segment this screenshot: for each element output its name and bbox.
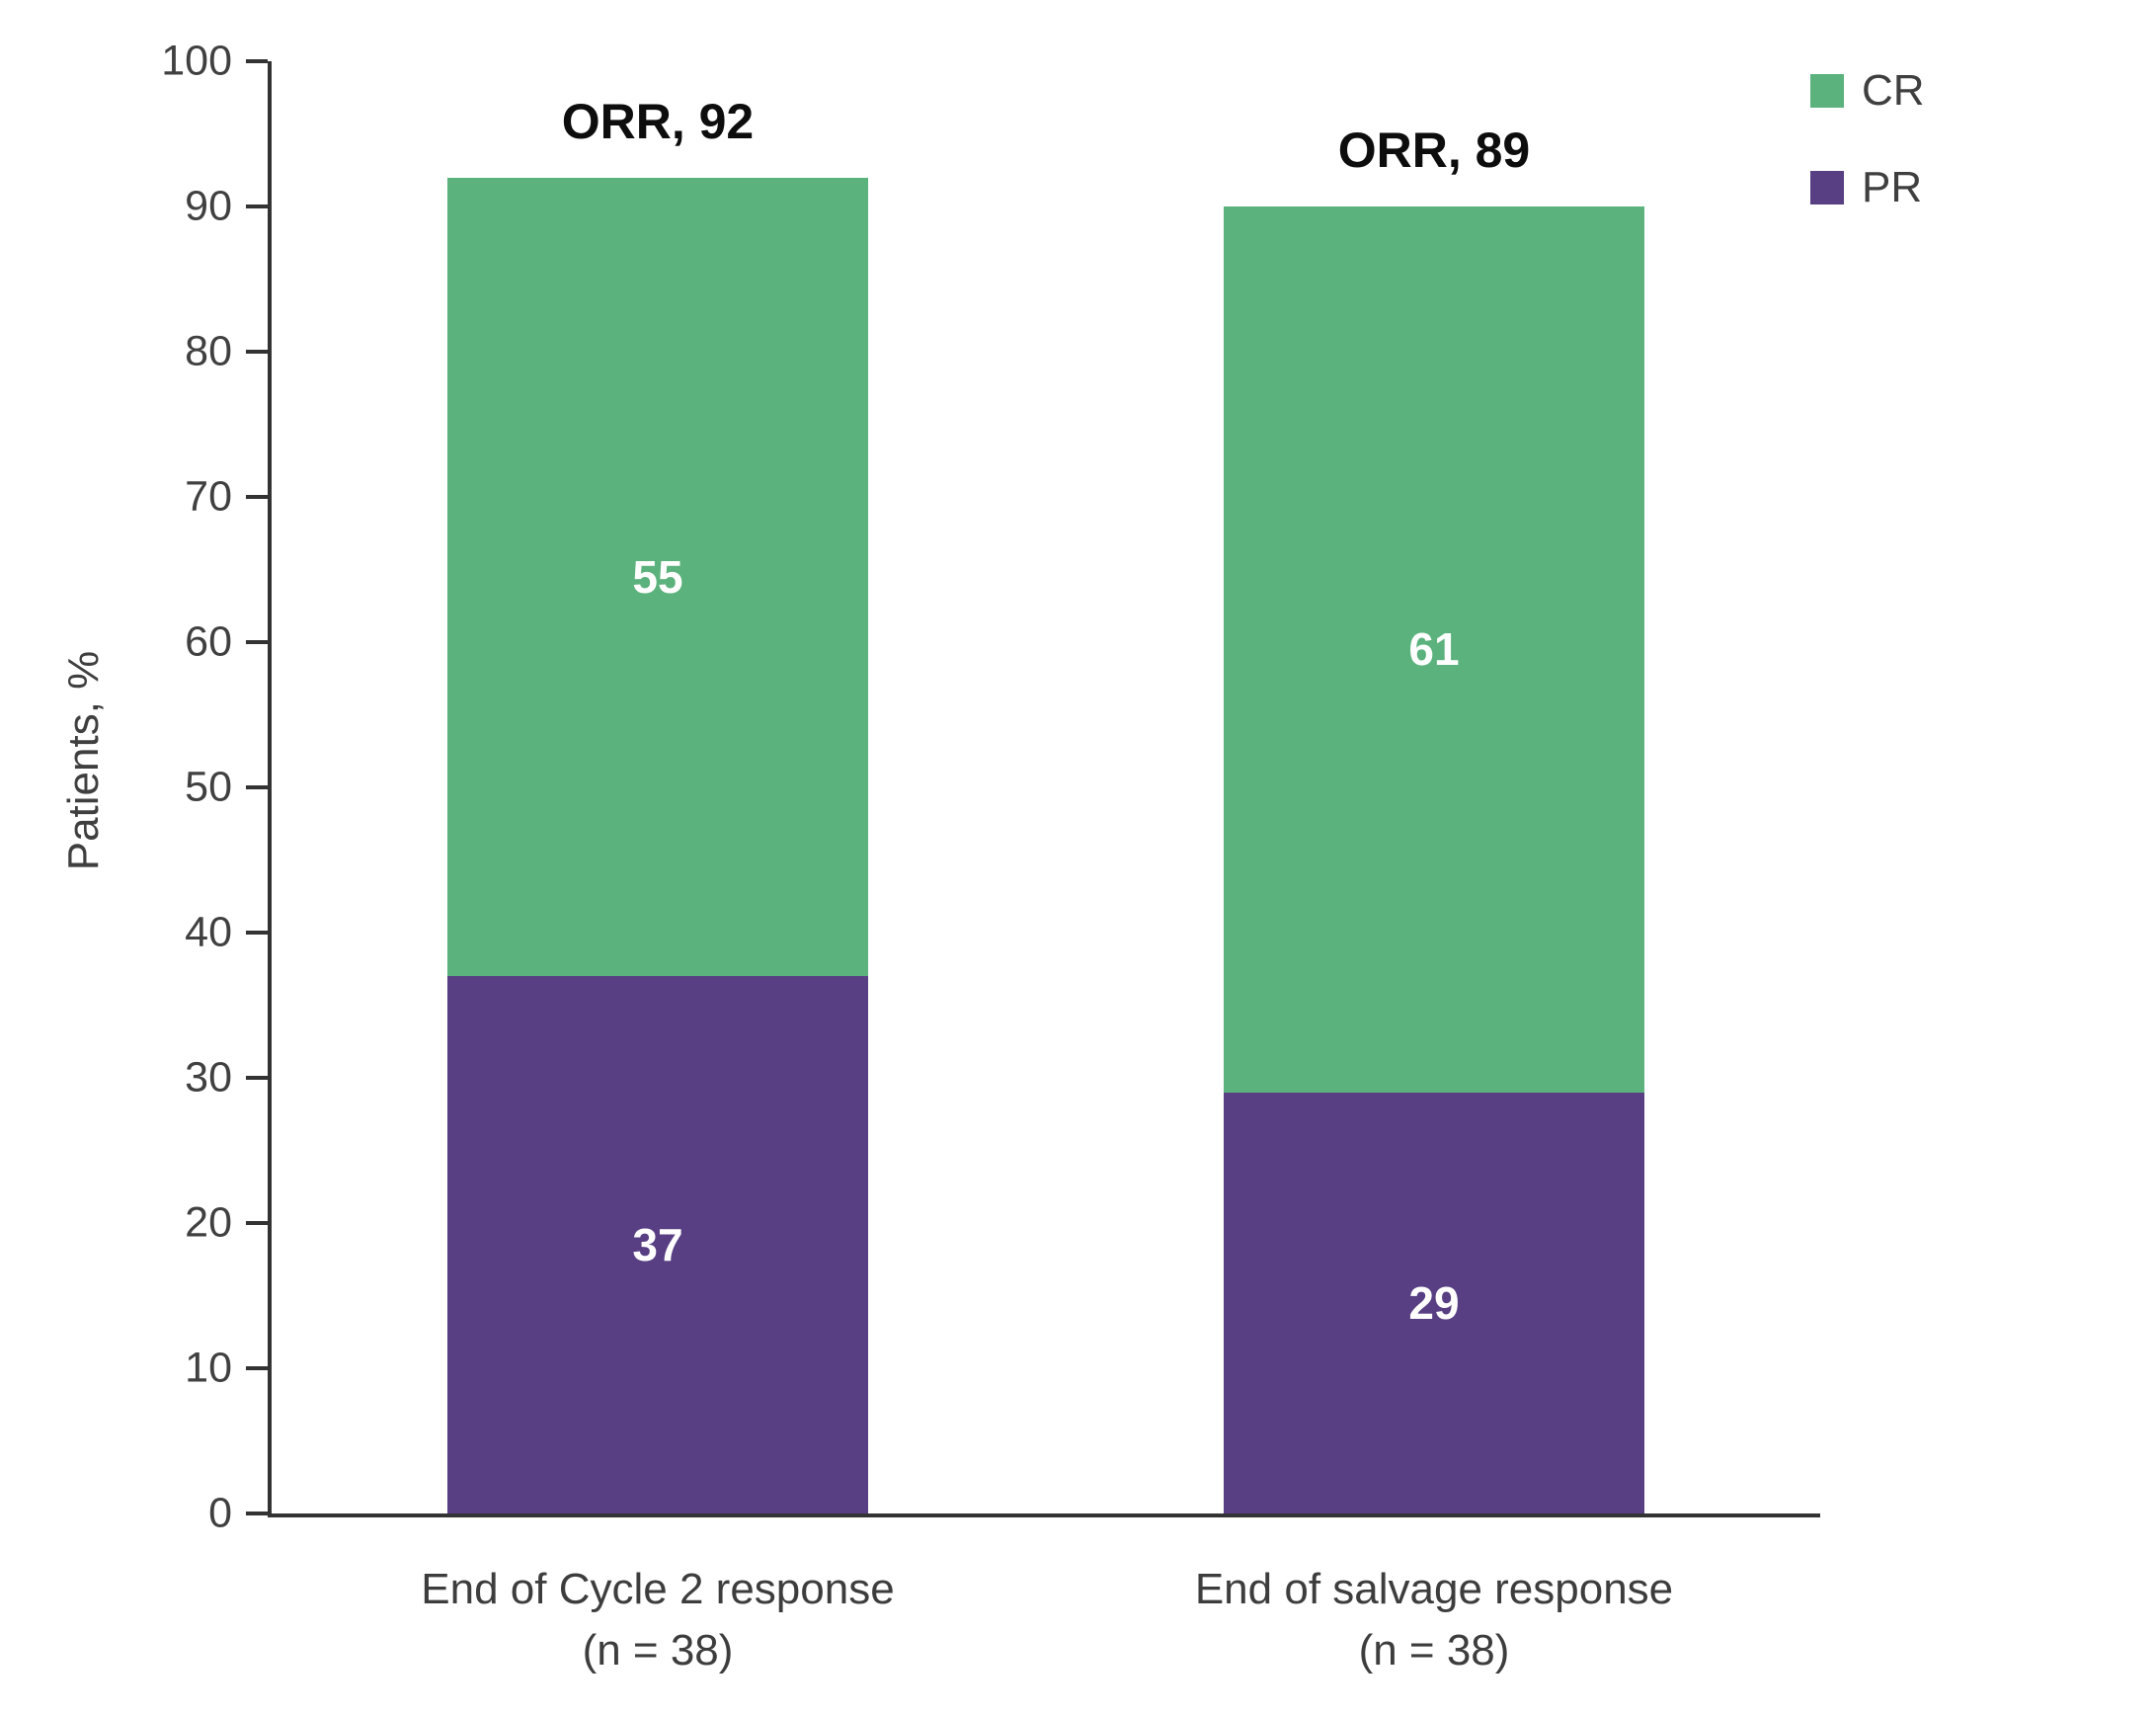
bar-group: 29 61 — [1224, 206, 1644, 1513]
legend-item-cr: CR — [1810, 69, 1925, 113]
y-axis-title: Patients, % — [59, 650, 108, 871]
y-tick — [246, 204, 268, 208]
bar-segment-pr: 37 — [447, 976, 868, 1513]
y-tick — [246, 1076, 268, 1080]
y-tick — [246, 640, 268, 644]
y-tick-label: 50 — [185, 763, 232, 811]
y-tick-label: 70 — [185, 472, 232, 521]
legend-item-pr: PR — [1810, 166, 1925, 209]
y-tick — [246, 785, 268, 789]
y-tick-label: 10 — [185, 1344, 232, 1392]
category-label-line1: End of Cycle 2 response — [421, 1565, 895, 1613]
category-label: End of Cycle 2 response (n = 38) — [312, 1559, 1003, 1682]
legend-label: PR — [1862, 163, 1923, 211]
bar-value-label: 37 — [632, 1219, 683, 1271]
category-label-line2: (n = 38) — [582, 1626, 734, 1675]
y-tick-label: 80 — [185, 327, 232, 375]
bar-segment-cr: 55 — [447, 177, 868, 977]
legend-label: CR — [1862, 66, 1925, 115]
y-tick-label: 40 — [185, 908, 232, 956]
bar-value-label: 55 — [632, 550, 683, 603]
bar-segment-cr: 61 — [1224, 206, 1644, 1093]
y-tick-label: 20 — [185, 1198, 232, 1247]
legend: CR PR — [1810, 69, 1925, 209]
y-tick-label: 60 — [185, 617, 232, 666]
y-tick — [246, 59, 268, 63]
legend-swatch-cr — [1810, 74, 1844, 108]
bar-value-label: 29 — [1408, 1276, 1460, 1329]
y-tick — [246, 350, 268, 354]
y-tick-label: 100 — [161, 37, 232, 85]
category-label-line1: End of salvage response — [1194, 1565, 1674, 1613]
category-label-line2: (n = 38) — [1358, 1626, 1510, 1675]
legend-swatch-pr — [1810, 171, 1844, 204]
y-tick — [246, 931, 268, 935]
bar-value-label: 61 — [1408, 623, 1460, 676]
y-tick — [246, 495, 268, 499]
bar-segment-pr: 29 — [1224, 1092, 1644, 1513]
bar-group: 37 55 — [447, 177, 868, 1513]
orr-annotation: ORR, 92 — [561, 93, 755, 149]
y-tick-label: 0 — [208, 1489, 232, 1537]
y-tick-label: 30 — [185, 1053, 232, 1102]
y-tick — [246, 1221, 268, 1225]
y-tick — [246, 1512, 268, 1515]
y-tick-label: 90 — [185, 182, 232, 230]
orr-annotation: ORR, 89 — [1337, 123, 1531, 178]
y-tick — [246, 1366, 268, 1370]
plot-area: 0 10 20 30 40 50 60 70 80 90 100 37 55 ORR, 92 29 61 OR… — [161, 40, 1820, 1534]
category-label: End of salvage response (n = 38) — [1088, 1559, 1780, 1682]
